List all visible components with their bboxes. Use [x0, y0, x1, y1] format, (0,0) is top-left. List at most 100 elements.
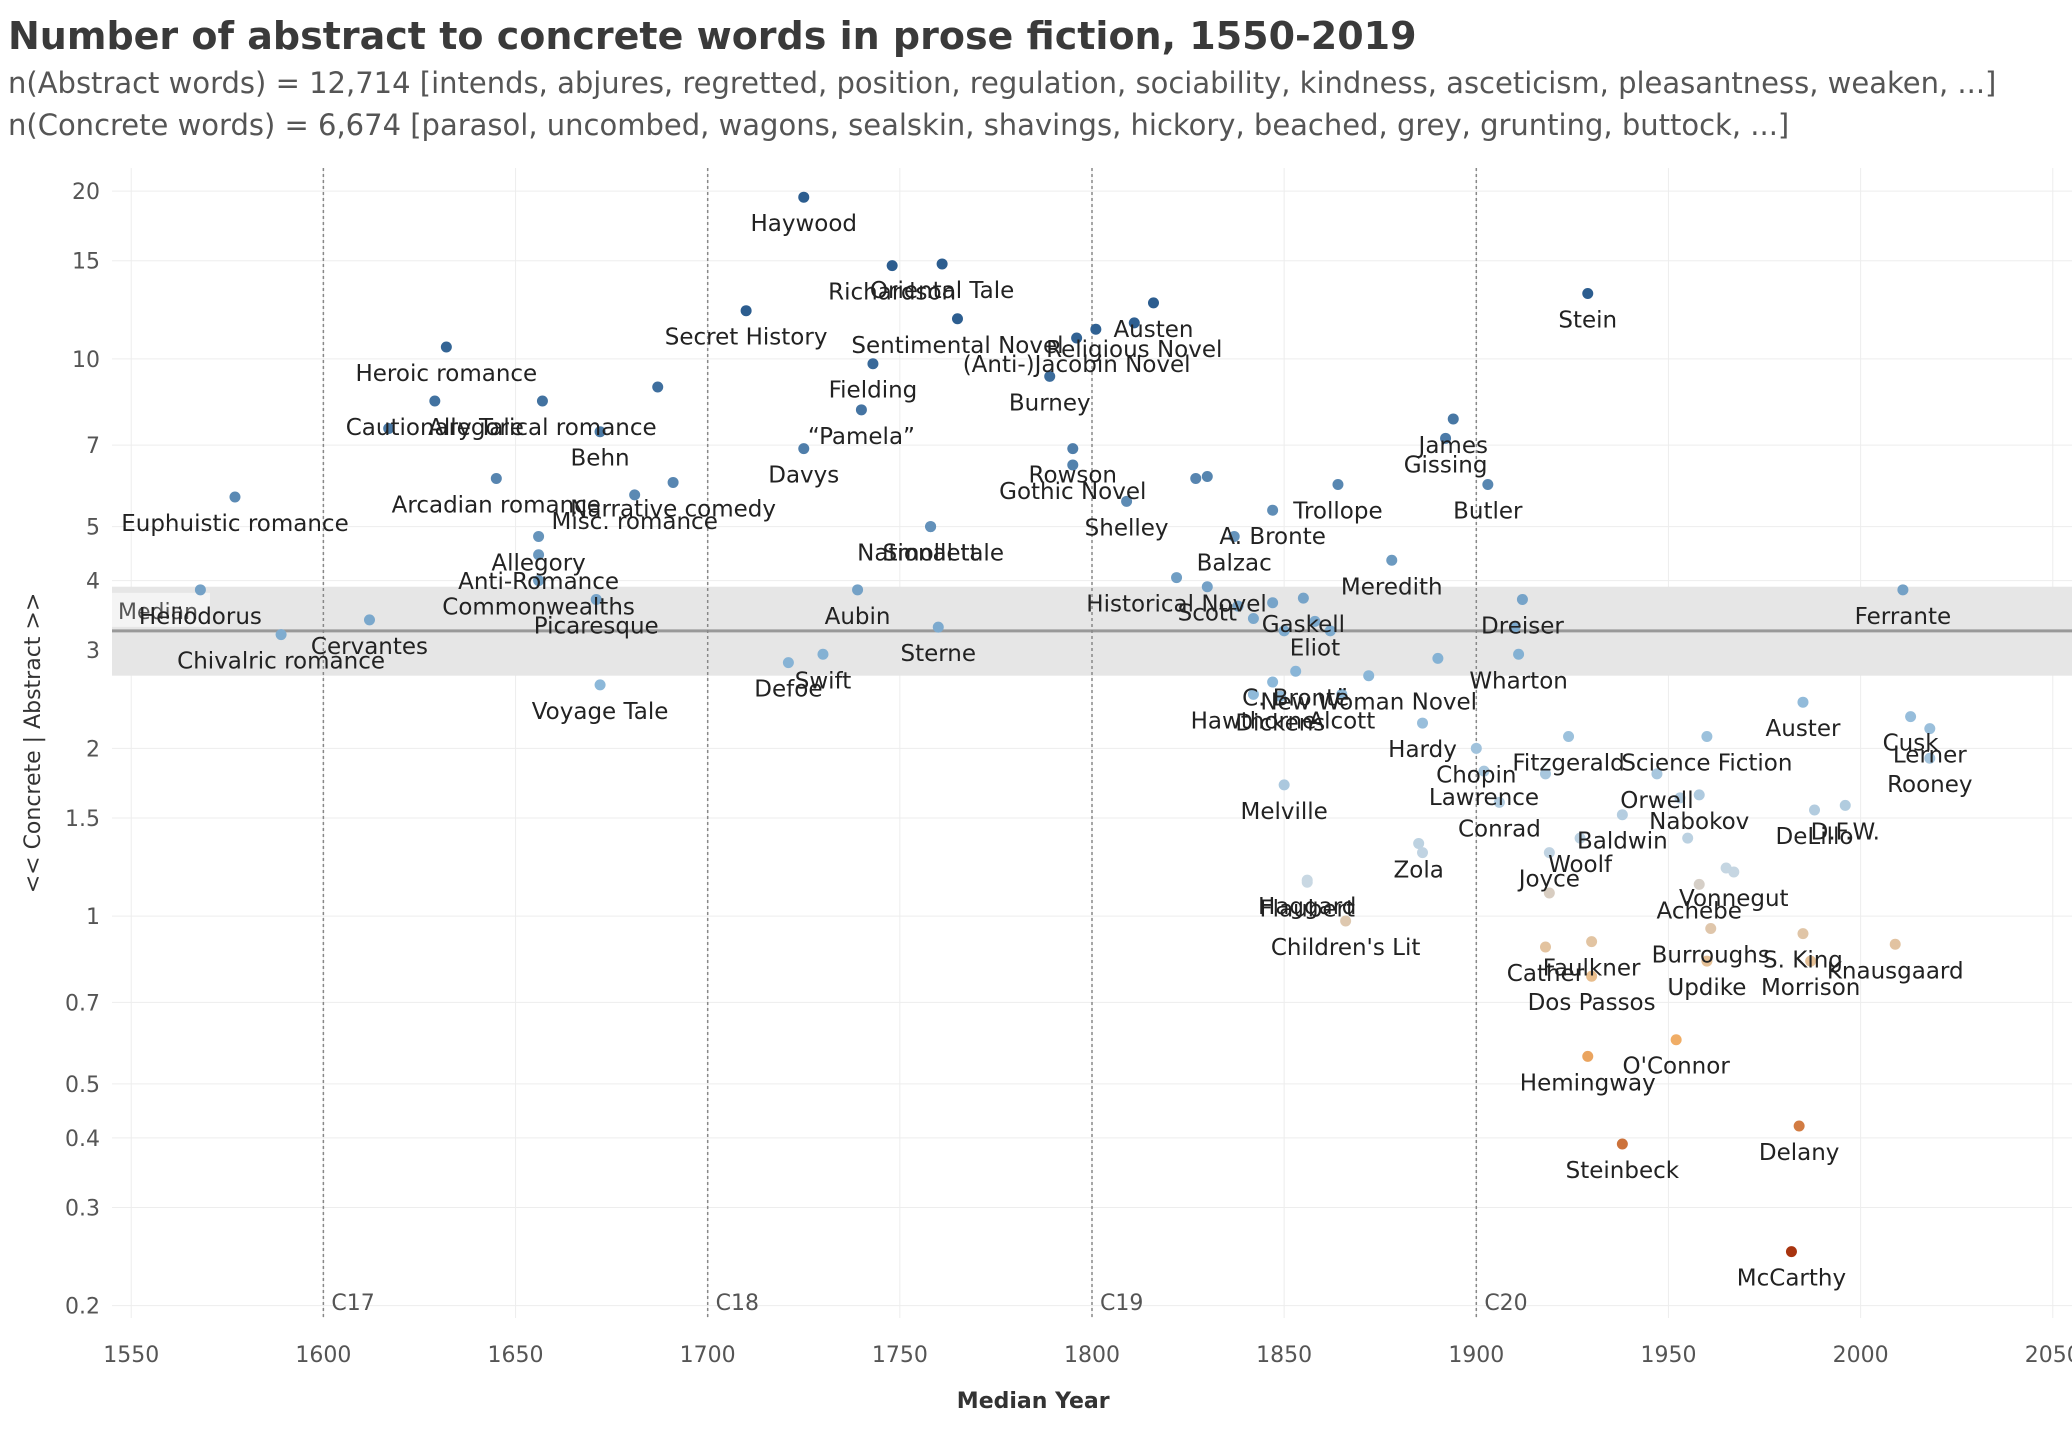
data-point — [1543, 887, 1555, 899]
x-tick-label: 1700 — [680, 1343, 736, 1368]
data-point — [1905, 711, 1917, 723]
data-point — [1171, 572, 1183, 584]
chart-title: Number of abstract to concrete words in … — [8, 14, 1417, 58]
data-point — [1297, 592, 1309, 604]
data-label: Wharton — [1469, 668, 1568, 694]
data-point — [1413, 837, 1425, 849]
data-label: Orwell — [1620, 788, 1693, 814]
y-tick-label: 0.2 — [65, 1295, 100, 1320]
data-label: Morrison — [1761, 975, 1860, 1001]
data-label: A. Bronte — [1219, 524, 1326, 550]
data-point — [1805, 955, 1817, 967]
data-point — [867, 358, 879, 370]
data-point — [1247, 688, 1259, 700]
data-point — [855, 404, 867, 416]
data-point — [1067, 459, 1079, 471]
data-label: National tale — [857, 541, 1004, 567]
data-label: Conrad — [1458, 816, 1541, 842]
century-label: C20 — [1484, 1291, 1527, 1316]
data-point — [490, 472, 502, 484]
x-tick-label: 2000 — [1833, 1343, 1889, 1368]
data-point — [936, 258, 948, 270]
data-label: James — [1417, 433, 1488, 459]
data-point — [533, 530, 545, 542]
y-tick-label: 5 — [86, 516, 100, 541]
data-point — [533, 575, 545, 587]
data-label: Anti-Romance — [458, 569, 619, 595]
data-label: Heliodorus — [139, 604, 262, 630]
data-point — [1574, 832, 1586, 844]
data-point — [1586, 936, 1598, 948]
data-label: Davys — [768, 463, 839, 489]
data-point — [1785, 1246, 1797, 1258]
data-label: Hemingway — [1520, 1070, 1656, 1096]
data-point — [1582, 287, 1594, 299]
data-label: New Woman Novel — [1260, 690, 1477, 716]
data-point — [1336, 688, 1348, 700]
data-label: Burney — [1009, 390, 1091, 416]
data-label: Baldwin — [1577, 829, 1668, 855]
y-tick-label: 0.4 — [65, 1127, 100, 1152]
y-tick-label: 20 — [72, 180, 100, 205]
data-point — [1278, 779, 1290, 791]
data-point — [1797, 696, 1809, 708]
data-label: Lawrence — [1429, 785, 1539, 811]
data-label: Narrative comedy — [570, 496, 776, 522]
data-label: McCarthy — [1737, 1266, 1846, 1292]
data-point — [229, 491, 241, 503]
y-tick-label: 4 — [86, 570, 100, 595]
century-label: C19 — [1100, 1291, 1143, 1316]
data-point — [1543, 847, 1555, 859]
data-point — [1582, 1050, 1594, 1062]
data-point — [440, 341, 452, 353]
data-point — [1674, 792, 1686, 804]
data-label: Knausgaard — [1827, 958, 1964, 984]
data-label: Gissing — [1404, 452, 1488, 478]
data-point — [1563, 731, 1575, 743]
data-point — [652, 381, 664, 393]
data-point — [1924, 723, 1936, 735]
data-label: Swift — [795, 668, 852, 694]
data-label: Gaskell — [1262, 612, 1345, 638]
data-point — [1493, 796, 1505, 808]
data-point — [1509, 621, 1521, 633]
data-label: S. King — [1763, 948, 1843, 974]
data-label: (Anti-)Jacobin Novel — [963, 352, 1191, 378]
data-label: Sentimental Novel — [851, 333, 1063, 359]
data-point — [1793, 1120, 1805, 1132]
axes: 1550 1600 1650 1700 1750 1800 1850 1900 1950 2000… — [21, 180, 2072, 1414]
data-point — [1071, 332, 1083, 344]
data-label: Behn — [571, 446, 630, 472]
y-tick-label: 0.5 — [65, 1073, 100, 1098]
data-point — [886, 260, 898, 272]
data-label: Aubin — [825, 604, 891, 630]
data-point — [1616, 809, 1628, 821]
data-point — [1201, 581, 1213, 593]
data-label: Sterne — [900, 641, 976, 667]
data-label: Defoe — [754, 677, 822, 703]
data-label: Stein — [1558, 307, 1617, 333]
data-label: Fielding — [829, 378, 918, 404]
data-point — [1324, 625, 1336, 637]
data-point — [1267, 504, 1279, 516]
data-label: Rooney — [1887, 772, 1972, 798]
data-point — [1267, 676, 1279, 688]
y-tick-label: 3 — [86, 639, 100, 664]
data-point — [1539, 768, 1551, 780]
data-point — [951, 313, 963, 325]
data-point — [1616, 1138, 1628, 1150]
data-point — [1417, 717, 1429, 729]
data-point — [925, 521, 937, 533]
data-points — [194, 191, 1936, 1258]
data-point — [1090, 323, 1102, 335]
y-tick-label: 0.7 — [65, 991, 100, 1016]
data-point — [798, 191, 810, 203]
data-label: Cather — [1507, 961, 1585, 987]
data-label: Woolf — [1548, 852, 1613, 878]
x-tick-label: 1950 — [1640, 1343, 1696, 1368]
data-label: Cervantes — [311, 634, 428, 660]
y-tick-label: 1 — [86, 905, 100, 930]
century-label: C17 — [331, 1291, 374, 1316]
data-point — [852, 584, 864, 596]
